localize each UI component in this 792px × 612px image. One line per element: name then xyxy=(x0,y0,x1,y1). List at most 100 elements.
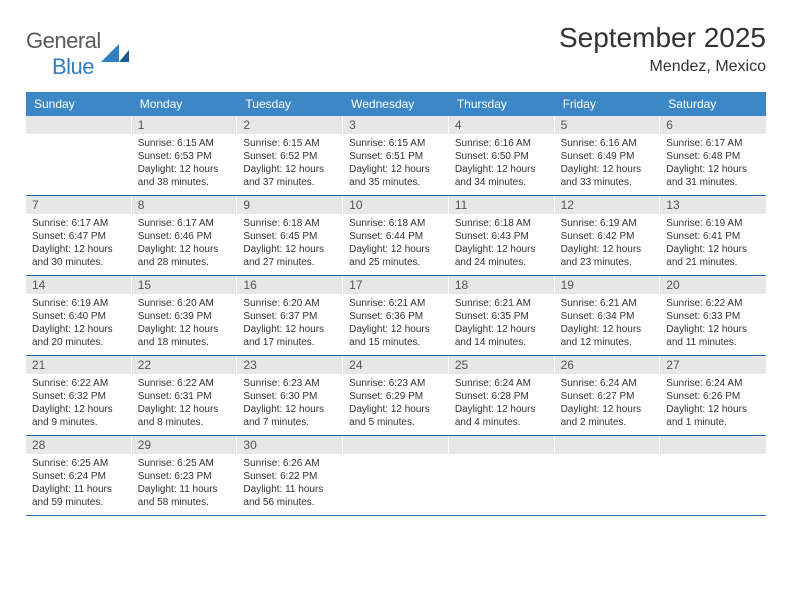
day-details: Sunrise: 6:22 AMSunset: 6:33 PMDaylight:… xyxy=(660,294,766,355)
day-number: 1 xyxy=(132,116,238,134)
sunset-line: Sunset: 6:43 PM xyxy=(455,230,549,243)
sunrise-line: Sunrise: 6:26 AM xyxy=(243,457,337,470)
day-details: Sunrise: 6:24 AMSunset: 6:26 PMDaylight:… xyxy=(660,374,766,435)
sunrise-line: Sunrise: 6:18 AM xyxy=(349,217,443,230)
month-year-title: September 2025 xyxy=(559,22,766,54)
sunrise-line: Sunrise: 6:20 AM xyxy=(138,297,232,310)
daylight-line: Daylight: 12 hours and 7 minutes. xyxy=(243,403,337,429)
daylight-line: Daylight: 12 hours and 25 minutes. xyxy=(349,243,443,269)
day-number: 10 xyxy=(343,196,449,214)
calendar-day-cell: 25Sunrise: 6:24 AMSunset: 6:28 PMDayligh… xyxy=(449,356,555,435)
day-number: 15 xyxy=(132,276,238,294)
sunset-line: Sunset: 6:31 PM xyxy=(138,390,232,403)
day-number: 6 xyxy=(660,116,766,134)
day-number: 26 xyxy=(555,356,661,374)
calendar-week-row: 14Sunrise: 6:19 AMSunset: 6:40 PMDayligh… xyxy=(26,276,766,356)
calendar-day-cell: 14Sunrise: 6:19 AMSunset: 6:40 PMDayligh… xyxy=(26,276,132,355)
day-details: Sunrise: 6:22 AMSunset: 6:31 PMDaylight:… xyxy=(132,374,238,435)
sunset-line: Sunset: 6:52 PM xyxy=(243,150,337,163)
calendar-day-cell xyxy=(343,436,449,515)
day-details: Sunrise: 6:16 AMSunset: 6:49 PMDaylight:… xyxy=(555,134,661,195)
sunrise-line: Sunrise: 6:21 AM xyxy=(455,297,549,310)
sunset-line: Sunset: 6:37 PM xyxy=(243,310,337,323)
calendar-day-cell: 8Sunrise: 6:17 AMSunset: 6:46 PMDaylight… xyxy=(132,196,238,275)
daylight-line: Daylight: 12 hours and 20 minutes. xyxy=(32,323,126,349)
calendar-day-cell: 24Sunrise: 6:23 AMSunset: 6:29 PMDayligh… xyxy=(343,356,449,435)
calendar-day-cell: 10Sunrise: 6:18 AMSunset: 6:44 PMDayligh… xyxy=(343,196,449,275)
sunset-line: Sunset: 6:50 PM xyxy=(455,150,549,163)
sunset-line: Sunset: 6:53 PM xyxy=(138,150,232,163)
daylight-line: Daylight: 12 hours and 17 minutes. xyxy=(243,323,337,349)
day-number: 24 xyxy=(343,356,449,374)
sunrise-line: Sunrise: 6:23 AM xyxy=(243,377,337,390)
sunrise-line: Sunrise: 6:19 AM xyxy=(666,217,760,230)
day-details: Sunrise: 6:17 AMSunset: 6:48 PMDaylight:… xyxy=(660,134,766,195)
title-block: September 2025 Mendez, Mexico xyxy=(559,22,766,76)
weeks-container: 1Sunrise: 6:15 AMSunset: 6:53 PMDaylight… xyxy=(26,116,766,516)
calendar-day-cell: 18Sunrise: 6:21 AMSunset: 6:35 PMDayligh… xyxy=(449,276,555,355)
sunset-line: Sunset: 6:35 PM xyxy=(455,310,549,323)
day-number: 29 xyxy=(132,436,238,454)
calendar-grid: Sunday Monday Tuesday Wednesday Thursday… xyxy=(26,92,766,516)
daylight-line: Daylight: 12 hours and 24 minutes. xyxy=(455,243,549,269)
sunrise-line: Sunrise: 6:23 AM xyxy=(349,377,443,390)
sunset-line: Sunset: 6:41 PM xyxy=(666,230,760,243)
day-details: Sunrise: 6:26 AMSunset: 6:22 PMDaylight:… xyxy=(237,454,343,515)
sunrise-line: Sunrise: 6:15 AM xyxy=(349,137,443,150)
day-number: 12 xyxy=(555,196,661,214)
day-number xyxy=(660,436,766,454)
day-number xyxy=(343,436,449,454)
day-details: Sunrise: 6:20 AMSunset: 6:39 PMDaylight:… xyxy=(132,294,238,355)
sunset-line: Sunset: 6:36 PM xyxy=(349,310,443,323)
calendar-day-cell: 15Sunrise: 6:20 AMSunset: 6:39 PMDayligh… xyxy=(132,276,238,355)
day-number: 16 xyxy=(237,276,343,294)
day-details: Sunrise: 6:22 AMSunset: 6:32 PMDaylight:… xyxy=(26,374,132,435)
sunrise-line: Sunrise: 6:22 AM xyxy=(666,297,760,310)
calendar-day-cell: 27Sunrise: 6:24 AMSunset: 6:26 PMDayligh… xyxy=(660,356,766,435)
calendar-day-cell xyxy=(449,436,555,515)
day-number: 20 xyxy=(660,276,766,294)
sunrise-line: Sunrise: 6:16 AM xyxy=(561,137,655,150)
calendar-day-cell: 7Sunrise: 6:17 AMSunset: 6:47 PMDaylight… xyxy=(26,196,132,275)
calendar-week-row: 1Sunrise: 6:15 AMSunset: 6:53 PMDaylight… xyxy=(26,116,766,196)
sunset-line: Sunset: 6:42 PM xyxy=(561,230,655,243)
weekday-header-row: Sunday Monday Tuesday Wednesday Thursday… xyxy=(26,92,766,116)
daylight-line: Daylight: 12 hours and 14 minutes. xyxy=(455,323,549,349)
day-number: 7 xyxy=(26,196,132,214)
calendar-day-cell: 23Sunrise: 6:23 AMSunset: 6:30 PMDayligh… xyxy=(237,356,343,435)
daylight-line: Daylight: 12 hours and 23 minutes. xyxy=(561,243,655,269)
logo-text-block: General Blue xyxy=(26,28,101,80)
weekday-header: Monday xyxy=(132,92,238,116)
calendar-day-cell: 1Sunrise: 6:15 AMSunset: 6:53 PMDaylight… xyxy=(132,116,238,195)
day-details: Sunrise: 6:18 AMSunset: 6:44 PMDaylight:… xyxy=(343,214,449,275)
daylight-line: Daylight: 12 hours and 38 minutes. xyxy=(138,163,232,189)
calendar-day-cell: 28Sunrise: 6:25 AMSunset: 6:24 PMDayligh… xyxy=(26,436,132,515)
day-details: Sunrise: 6:15 AMSunset: 6:53 PMDaylight:… xyxy=(132,134,238,195)
calendar-day-cell: 21Sunrise: 6:22 AMSunset: 6:32 PMDayligh… xyxy=(26,356,132,435)
day-details: Sunrise: 6:21 AMSunset: 6:34 PMDaylight:… xyxy=(555,294,661,355)
sunset-line: Sunset: 6:34 PM xyxy=(561,310,655,323)
sunrise-line: Sunrise: 6:19 AM xyxy=(32,297,126,310)
day-details xyxy=(555,454,661,504)
calendar-day-cell: 12Sunrise: 6:19 AMSunset: 6:42 PMDayligh… xyxy=(555,196,661,275)
sunrise-line: Sunrise: 6:25 AM xyxy=(32,457,126,470)
day-number: 4 xyxy=(449,116,555,134)
day-details xyxy=(26,134,132,184)
sunset-line: Sunset: 6:51 PM xyxy=(349,150,443,163)
sunset-line: Sunset: 6:30 PM xyxy=(243,390,337,403)
calendar-day-cell: 30Sunrise: 6:26 AMSunset: 6:22 PMDayligh… xyxy=(237,436,343,515)
day-number: 17 xyxy=(343,276,449,294)
logo-text-blue: Blue xyxy=(52,54,94,79)
calendar-week-row: 21Sunrise: 6:22 AMSunset: 6:32 PMDayligh… xyxy=(26,356,766,436)
calendar-day-cell: 16Sunrise: 6:20 AMSunset: 6:37 PMDayligh… xyxy=(237,276,343,355)
daylight-line: Daylight: 12 hours and 28 minutes. xyxy=(138,243,232,269)
day-details: Sunrise: 6:18 AMSunset: 6:43 PMDaylight:… xyxy=(449,214,555,275)
weekday-header: Sunday xyxy=(26,92,132,116)
day-details xyxy=(343,454,449,504)
calendar-day-cell: 13Sunrise: 6:19 AMSunset: 6:41 PMDayligh… xyxy=(660,196,766,275)
calendar-day-cell: 6Sunrise: 6:17 AMSunset: 6:48 PMDaylight… xyxy=(660,116,766,195)
day-details: Sunrise: 6:23 AMSunset: 6:30 PMDaylight:… xyxy=(237,374,343,435)
day-number: 13 xyxy=(660,196,766,214)
day-number: 11 xyxy=(449,196,555,214)
sunrise-line: Sunrise: 6:24 AM xyxy=(455,377,549,390)
